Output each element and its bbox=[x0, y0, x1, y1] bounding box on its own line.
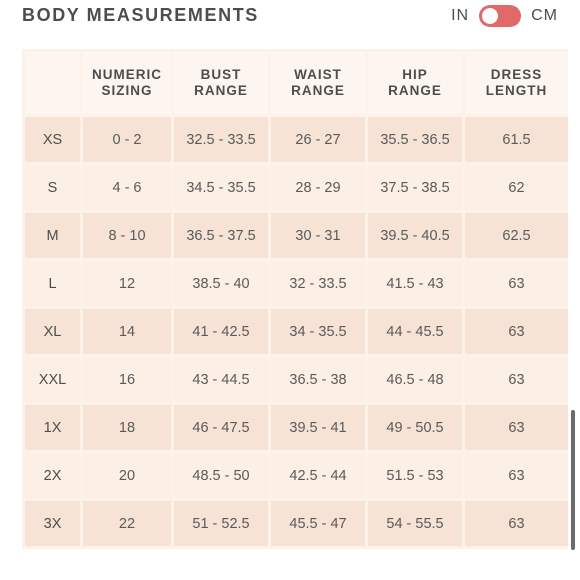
cell-bust-range: 51 - 52.5 bbox=[174, 501, 268, 546]
switch-knob bbox=[482, 8, 499, 24]
cell-size: S bbox=[25, 165, 80, 210]
cell-size: 3X bbox=[25, 501, 80, 546]
cell-hip-range: 41.5 - 43 bbox=[368, 261, 462, 306]
cell-waist-range: 36.5 - 38 bbox=[271, 357, 365, 402]
cell-numeric-sizing: 22 bbox=[83, 501, 171, 546]
cell-waist-range: 45.5 - 47 bbox=[271, 501, 365, 546]
cell-numeric-sizing: 18 bbox=[83, 405, 171, 450]
cell-bust-range: 34.5 - 35.5 bbox=[174, 165, 268, 210]
cell-numeric-sizing: 4 - 6 bbox=[83, 165, 171, 210]
cell-size: 2X bbox=[25, 453, 80, 498]
table-row: XXL 16 43 - 44.5 36.5 - 38 46.5 - 48 63 bbox=[25, 357, 568, 402]
table-row: L 12 38.5 - 40 32 - 33.5 41.5 - 43 63 bbox=[25, 261, 568, 306]
cell-bust-range: 41 - 42.5 bbox=[174, 309, 268, 354]
cell-numeric-sizing: 20 bbox=[83, 453, 171, 498]
cell-dress-length: 61.5 bbox=[465, 117, 568, 162]
cell-numeric-sizing: 14 bbox=[83, 309, 171, 354]
unit-toggle[interactable]: IN CM bbox=[451, 4, 558, 28]
cell-hip-range: 37.5 - 38.5 bbox=[368, 165, 462, 210]
cell-dress-length: 62 bbox=[465, 165, 568, 210]
table-row: XS 0 - 2 32.5 - 33.5 26 - 27 35.5 - 36.5 61.5 bbox=[25, 117, 568, 162]
table-row: 2X 20 48.5 - 50 42.5 - 44 51.5 - 53 63 bbox=[25, 453, 568, 498]
measurements-table: NUMERIC SIZING BUST RANGE WAIST RANGE HIP RA… bbox=[22, 49, 571, 549]
cell-size: M bbox=[25, 213, 80, 258]
table-row: 1X 18 46 - 47.5 39.5 - 41 49 - 50.5 63 bbox=[25, 405, 568, 450]
column-header-bust-range: BUST RANGE bbox=[174, 52, 268, 114]
unit-cm-label[interactable]: CM bbox=[531, 7, 558, 24]
cell-dress-length: 63 bbox=[465, 405, 568, 450]
cell-dress-length: 63 bbox=[465, 261, 568, 306]
cell-bust-range: 36.5 - 37.5 bbox=[174, 213, 268, 258]
cell-size: L bbox=[25, 261, 80, 306]
column-header-waist-range: WAIST RANGE bbox=[271, 52, 365, 114]
cell-bust-range: 38.5 - 40 bbox=[174, 261, 268, 306]
cell-hip-range: 46.5 - 48 bbox=[368, 357, 462, 402]
cell-hip-range: 54 - 55.5 bbox=[368, 501, 462, 546]
table-row: XL 14 41 - 42.5 34 - 35.5 44 - 45.5 63 bbox=[25, 309, 568, 354]
cell-numeric-sizing: 12 bbox=[83, 261, 171, 306]
cell-dress-length: 63 bbox=[465, 453, 568, 498]
column-header-size bbox=[25, 52, 80, 114]
cell-numeric-sizing: 16 bbox=[83, 357, 171, 402]
cell-waist-range: 26 - 27 bbox=[271, 117, 365, 162]
measurements-table-container: NUMERIC SIZING BUST RANGE WAIST RANGE HIP RA… bbox=[22, 49, 568, 549]
cell-dress-length: 63 bbox=[465, 357, 568, 402]
column-header-numeric-sizing: NUMERIC SIZING bbox=[83, 52, 171, 114]
table-header-row: NUMERIC SIZING BUST RANGE WAIST RANGE HIP RA… bbox=[25, 52, 568, 114]
cell-waist-range: 32 - 33.5 bbox=[271, 261, 365, 306]
cell-hip-range: 35.5 - 36.5 bbox=[368, 117, 462, 162]
scrollbar[interactable] bbox=[571, 410, 575, 550]
table-body: XS 0 - 2 32.5 - 33.5 26 - 27 35.5 - 36.5 61.5… bbox=[25, 117, 568, 546]
cell-dress-length: 63 bbox=[465, 501, 568, 546]
column-header-dress-length: DRESS LENGTH bbox=[465, 52, 568, 114]
cell-numeric-sizing: 8 - 10 bbox=[83, 213, 171, 258]
cell-hip-range: 49 - 50.5 bbox=[368, 405, 462, 450]
cell-bust-range: 48.5 - 50 bbox=[174, 453, 268, 498]
cell-dress-length: 63 bbox=[465, 309, 568, 354]
unit-switch[interactable] bbox=[479, 5, 522, 27]
cell-hip-range: 51.5 - 53 bbox=[368, 453, 462, 498]
unit-in-label[interactable]: IN bbox=[451, 7, 470, 24]
cell-hip-range: 44 - 45.5 bbox=[368, 309, 462, 354]
cell-waist-range: 42.5 - 44 bbox=[271, 453, 365, 498]
cell-numeric-sizing: 0 - 2 bbox=[83, 117, 171, 162]
table-row: 3X 22 51 - 52.5 45.5 - 47 54 - 55.5 63 bbox=[25, 501, 568, 546]
cell-size: XS bbox=[25, 117, 80, 162]
cell-size: XL bbox=[25, 309, 80, 354]
cell-size: XXL bbox=[25, 357, 80, 402]
page-title: BODY MEASUREMENTS bbox=[22, 5, 259, 25]
cell-size: 1X bbox=[25, 405, 80, 450]
cell-waist-range: 30 - 31 bbox=[271, 213, 365, 258]
cell-bust-range: 43 - 44.5 bbox=[174, 357, 268, 402]
column-header-hip-range: HIP RANGE bbox=[368, 52, 462, 114]
page-header: BODY MEASUREMENTS IN CM bbox=[0, 0, 580, 32]
cell-dress-length: 62.5 bbox=[465, 213, 568, 258]
cell-waist-range: 39.5 - 41 bbox=[271, 405, 365, 450]
cell-bust-range: 46 - 47.5 bbox=[174, 405, 268, 450]
cell-waist-range: 28 - 29 bbox=[271, 165, 365, 210]
cell-waist-range: 34 - 35.5 bbox=[271, 309, 365, 354]
cell-bust-range: 32.5 - 33.5 bbox=[174, 117, 268, 162]
cell-hip-range: 39.5 - 40.5 bbox=[368, 213, 462, 258]
